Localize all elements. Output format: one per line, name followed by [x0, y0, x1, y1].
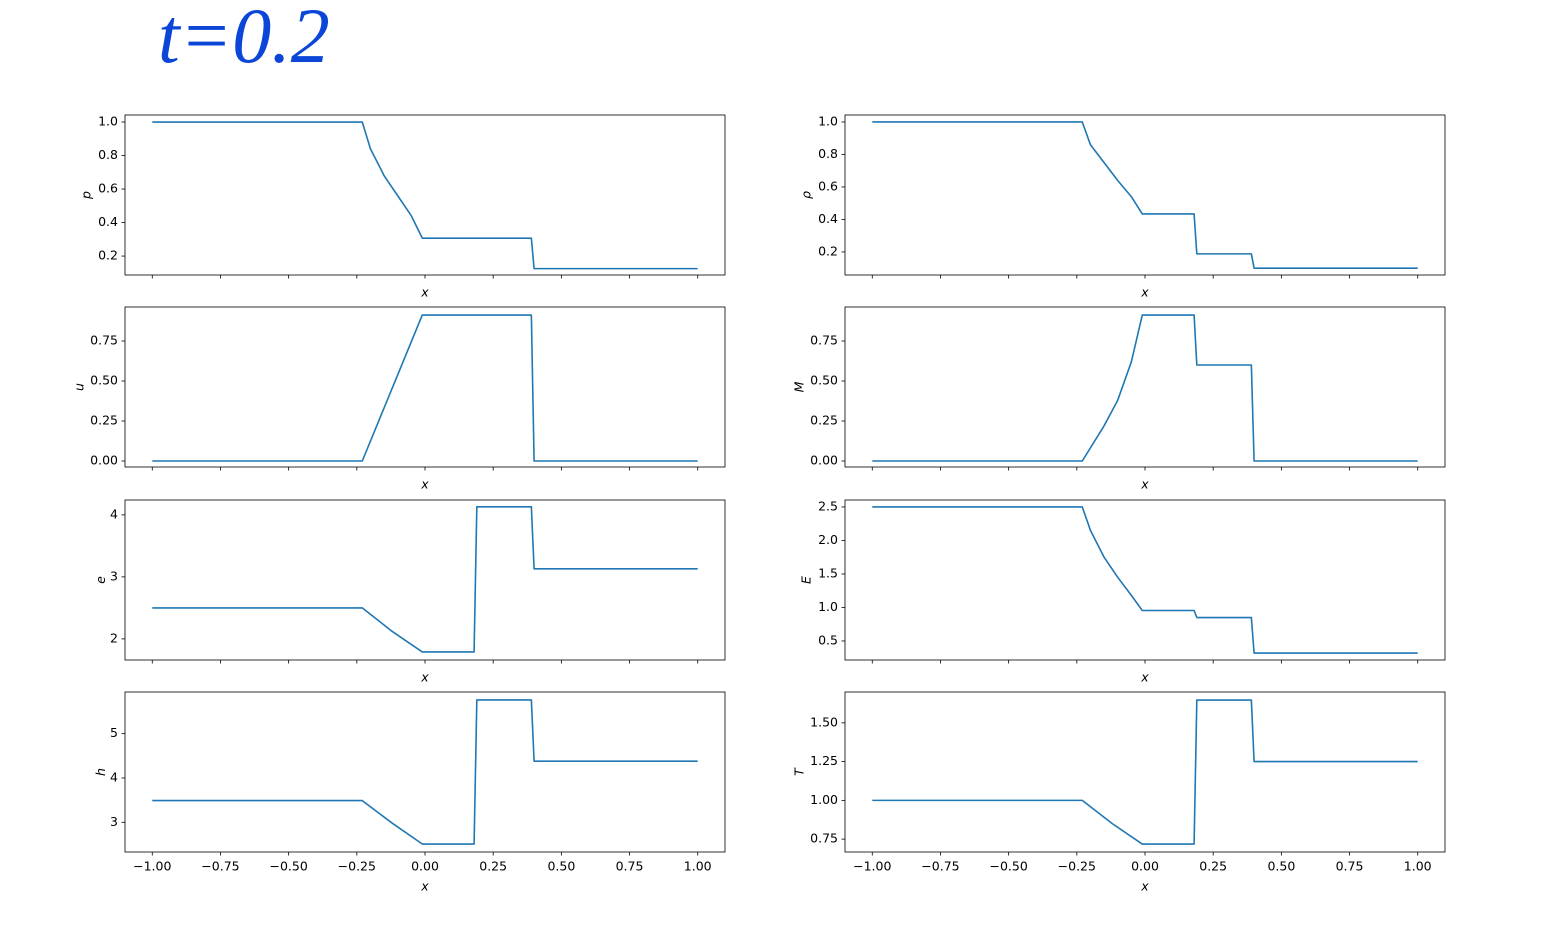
y-axis-label: M — [791, 381, 806, 392]
y-tick-label: 0.8 — [98, 147, 118, 162]
y-tick-label: 1.25 — [810, 753, 838, 768]
x-axis-label: x — [1140, 477, 1149, 492]
y-tick-label: 0.6 — [818, 178, 838, 193]
y-tick-label: 3 — [110, 568, 118, 583]
x-tick-label: −1.00 — [133, 859, 171, 874]
subplot: 0.2 0.4 0.6 0.8 1.0 x ρ — [799, 113, 1446, 300]
y-tick-label: 0.25 — [810, 413, 838, 428]
x-axis-label: x — [1140, 879, 1149, 894]
subplot: 2 3 4 x e — [93, 499, 726, 685]
x-axis-label: x — [1140, 670, 1149, 685]
plot-frame — [844, 499, 1446, 661]
x-tick-label: 0.75 — [1336, 859, 1364, 874]
plot-frame — [124, 499, 726, 661]
subplot: 0.2 0.4 0.6 0.8 1.0 x p — [79, 114, 726, 300]
plot-frame — [844, 114, 1446, 276]
y-tick-label: 4 — [110, 769, 118, 784]
y-axis-label: u — [71, 383, 86, 391]
y-tick-label: 0.8 — [818, 146, 838, 161]
x-tick-label: −0.75 — [921, 859, 959, 874]
x-axis-label: x — [1140, 285, 1149, 300]
y-axis-label: T — [791, 767, 806, 776]
plot-frame — [124, 114, 726, 276]
y-tick-label: 0.00 — [810, 453, 838, 468]
y-axis-label: E — [799, 576, 814, 584]
x-tick-label: −0.50 — [269, 859, 307, 874]
y-tick-label: 0.2 — [818, 243, 838, 258]
y-tick-label: 0.75 — [90, 333, 118, 348]
y-tick-label: 3 — [110, 814, 118, 829]
x-tick-label: 0.75 — [616, 859, 644, 874]
x-tick-label: −0.25 — [1058, 859, 1096, 874]
y-tick-label: 1.0 — [818, 599, 838, 614]
y-tick-label: 0.50 — [810, 373, 838, 388]
y-tick-label: 0.4 — [98, 214, 118, 229]
y-tick-label: 0.25 — [90, 413, 118, 428]
y-tick-label: 1.0 — [818, 113, 838, 128]
y-tick-label: 0.50 — [90, 373, 118, 388]
plot-frame — [844, 306, 1446, 468]
plot-frame — [124, 306, 726, 468]
data-line — [152, 314, 698, 462]
x-tick-label: 0.25 — [1199, 859, 1227, 874]
x-tick-label: 0.00 — [1131, 859, 1159, 874]
y-axis-label: e — [93, 576, 108, 584]
y-tick-label: 2 — [110, 630, 118, 645]
data-line — [872, 699, 1418, 845]
y-tick-label: 0.75 — [810, 831, 838, 846]
data-line — [872, 506, 1418, 654]
x-tick-label: 0.25 — [479, 859, 507, 874]
x-tick-label: 0.50 — [1267, 859, 1295, 874]
y-tick-label: 0.2 — [98, 248, 118, 263]
y-axis-label: p — [79, 191, 94, 200]
data-line — [152, 506, 698, 653]
y-tick-label: 1.0 — [98, 114, 118, 129]
data-line — [152, 699, 698, 845]
x-tick-label: 0.00 — [411, 859, 439, 874]
subplot: 0.5 1.0 1.5 2.0 2.5 x E — [799, 498, 1446, 685]
x-tick-label: −0.25 — [338, 859, 376, 874]
subplot: 3 4 5 −1.00 −0.75 −0.50 −0.25 0.00 0.25 0.50 0.75 1… — [93, 691, 726, 894]
x-tick-label: −0.75 — [201, 859, 239, 874]
y-tick-label: 2.5 — [818, 498, 838, 513]
x-axis-label: x — [420, 879, 429, 894]
y-tick-label: 1.00 — [810, 792, 838, 807]
x-axis-label: x — [420, 477, 429, 492]
y-tick-label: 0.6 — [98, 181, 118, 196]
x-axis-label: x — [420, 285, 429, 300]
plot-frame — [124, 691, 726, 853]
y-tick-label: 0.75 — [810, 333, 838, 348]
subplot: 0.75 1.00 1.25 1.50 −1.00 −0.75 −0.50 −0.25 0.00… — [791, 691, 1446, 894]
y-tick-label: 1.50 — [810, 714, 838, 729]
handwritten-annotation: t=0.2 — [158, 0, 330, 79]
x-axis-label: x — [420, 670, 429, 685]
data-line — [872, 121, 1418, 269]
y-tick-label: 2.0 — [818, 532, 838, 547]
y-tick-label: 0.5 — [818, 632, 838, 647]
data-line — [872, 314, 1418, 462]
plot-frame — [844, 691, 1446, 853]
x-tick-label: 1.00 — [1404, 859, 1432, 874]
y-axis-label: ρ — [799, 191, 814, 199]
y-tick-label: 1.5 — [818, 565, 838, 580]
data-line — [152, 121, 698, 270]
x-tick-label: −0.50 — [989, 859, 1027, 874]
y-tick-label: 5 — [110, 725, 118, 740]
x-tick-label: −1.00 — [853, 859, 891, 874]
subplot: 0.00 0.25 0.50 0.75 x M — [791, 306, 1446, 492]
y-tick-label: 0.4 — [818, 211, 838, 226]
y-tick-label: 0.00 — [90, 453, 118, 468]
x-tick-label: 1.00 — [684, 859, 712, 874]
y-axis-label: h — [93, 768, 108, 776]
x-tick-label: 0.50 — [547, 859, 575, 874]
subplot: 0.00 0.25 0.50 0.75 x u — [71, 306, 726, 492]
y-tick-label: 4 — [110, 506, 118, 521]
